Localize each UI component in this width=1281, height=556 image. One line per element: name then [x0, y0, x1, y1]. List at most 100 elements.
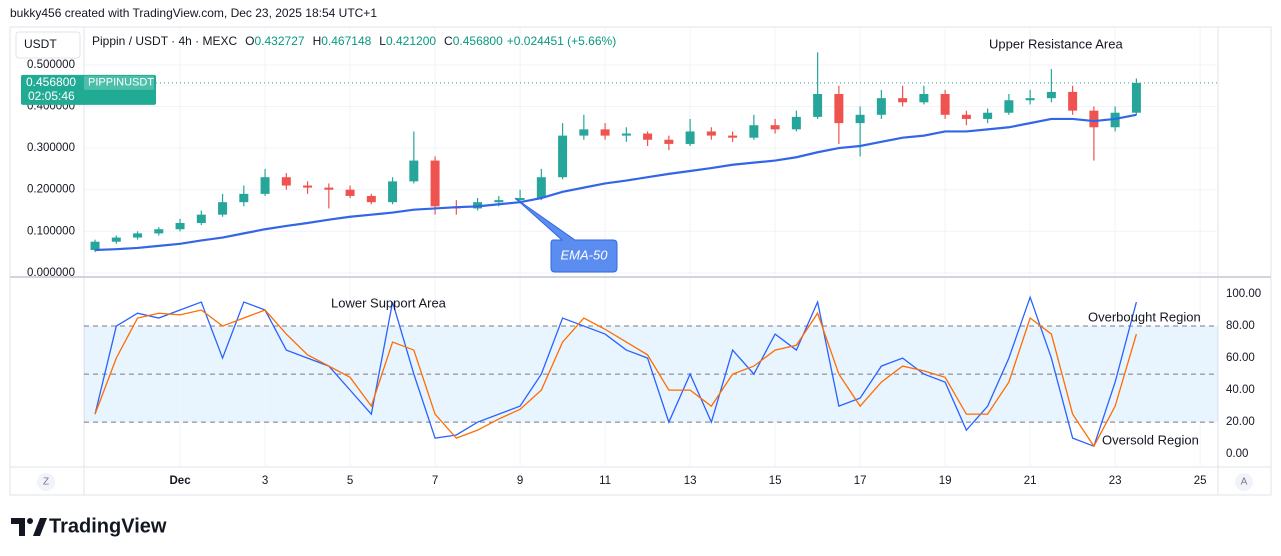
corner-button[interactable] [37, 473, 55, 491]
legend-change: +0.024451 (+5.66%) [507, 34, 616, 48]
candle-body [303, 185, 313, 188]
candle-body [621, 133, 631, 136]
x-tick-label: 23 [1109, 475, 1122, 487]
candle-body [494, 200, 504, 203]
candle-body [515, 198, 525, 201]
candle-body [1046, 91, 1056, 99]
candle-body [664, 139, 674, 144]
x-tick-label: Dec [170, 475, 192, 487]
candle-body [536, 177, 546, 199]
x-tick-label: 5 [347, 475, 353, 487]
candle-body [409, 160, 419, 182]
candle-body [133, 233, 143, 238]
candle-body [834, 93, 844, 124]
x-tick-label: 3 [262, 475, 268, 487]
legend-value: 0.467148 [321, 34, 371, 48]
candle-body [1004, 100, 1014, 113]
candle-body [388, 181, 398, 203]
x-tick-label: 13 [684, 475, 697, 487]
candle-body [940, 93, 950, 115]
candle-body [791, 116, 801, 130]
candle-body [961, 114, 971, 119]
candle-body [600, 129, 610, 136]
legend-value: 0.421200 [386, 34, 436, 48]
corner-label: A [1241, 477, 1248, 488]
candle-body [366, 195, 376, 203]
y-tick-label: 80.00 [1226, 320, 1255, 332]
callout [514, 197, 618, 273]
plot-layer: 0.0000000.1000000.2000000.3000000.400000… [21, 27, 1261, 487]
candle-body [898, 98, 908, 103]
y-tick-label: 0.200000 [27, 184, 75, 196]
y-tick-label: 0.000000 [27, 267, 75, 279]
candle-body [855, 114, 865, 124]
oscillator-line [94, 309, 1138, 448]
y-tick-label: 0.100000 [27, 225, 75, 237]
price-tag-value: 0.456800 [26, 75, 76, 89]
price-tag-countdown: 02:05:46 [28, 89, 75, 103]
candle-body [749, 125, 759, 138]
y-tick-label: 20.00 [1226, 416, 1255, 428]
annotation: Upper Resistance Area [989, 36, 1123, 51]
candle-body [175, 222, 185, 230]
legend-key: O [245, 34, 254, 48]
x-tick-label: 19 [939, 475, 952, 487]
corner-label: Z [43, 477, 49, 488]
candle-body [239, 193, 249, 203]
candle-body [1089, 110, 1099, 128]
ema-line [95, 113, 1137, 252]
candle-body [685, 131, 695, 144]
y-tick-label: 0.500000 [27, 59, 75, 71]
candle-body [919, 93, 929, 103]
y-tick-label: 40.00 [1226, 384, 1255, 396]
byline: bukky456 created with TradingView.com, D… [10, 6, 377, 20]
candle-body [770, 125, 780, 130]
candle-body [154, 229, 164, 234]
candle-body [260, 177, 270, 194]
legend-value: 0.456800 [453, 34, 503, 48]
candle-body [281, 177, 291, 186]
x-tick-label: 15 [769, 475, 782, 487]
legend-value: 0.432727 [255, 34, 305, 48]
x-tick-label: 7 [432, 475, 438, 487]
currency-button[interactable] [15, 31, 81, 59]
legend-key: L [379, 34, 386, 48]
candle-body [643, 133, 653, 140]
callout-label: EMA-50 [561, 247, 609, 262]
currency: USDT [24, 37, 57, 51]
x-tick-label: 11 [599, 475, 611, 487]
corner-button[interactable] [1235, 473, 1253, 491]
price-tag-symbol-label: PIPPINUSDT [88, 77, 154, 89]
candle-body [111, 237, 121, 242]
annotation: Lower Support Area [331, 295, 447, 310]
candle-body [728, 135, 738, 138]
annotation: Oversold Region [1102, 432, 1199, 447]
oscillator-line [94, 295, 1138, 448]
legend-symbol: Pippin / USDT · 4h · MEXC [92, 34, 237, 48]
candle-body [218, 202, 228, 215]
frame [9, 26, 1272, 496]
candle-body [1068, 91, 1078, 111]
x-tick-label: 17 [854, 475, 867, 487]
y-tick-label: 0.300000 [27, 142, 75, 154]
candle-body [324, 187, 334, 190]
candle-body [876, 98, 886, 115]
x-tick-label: 21 [1024, 475, 1037, 487]
candle-body [345, 189, 355, 196]
logo-icon [11, 518, 47, 536]
x-tick-label: 9 [517, 475, 523, 487]
candle-body [196, 214, 206, 223]
candle-body [1131, 82, 1141, 113]
candle-body [706, 131, 716, 136]
candle-body [579, 129, 589, 136]
price-tag-symbol [84, 75, 154, 90]
legend: Pippin / USDT · 4h · MEXC O0.432727 H0.467… [92, 34, 616, 48]
candle-body [90, 241, 100, 251]
candle-body [1025, 98, 1035, 101]
y-tick-label: 100.00 [1226, 288, 1261, 300]
candle-body [813, 93, 823, 117]
logo: TradingView [49, 515, 167, 537]
candle-body [558, 135, 568, 178]
